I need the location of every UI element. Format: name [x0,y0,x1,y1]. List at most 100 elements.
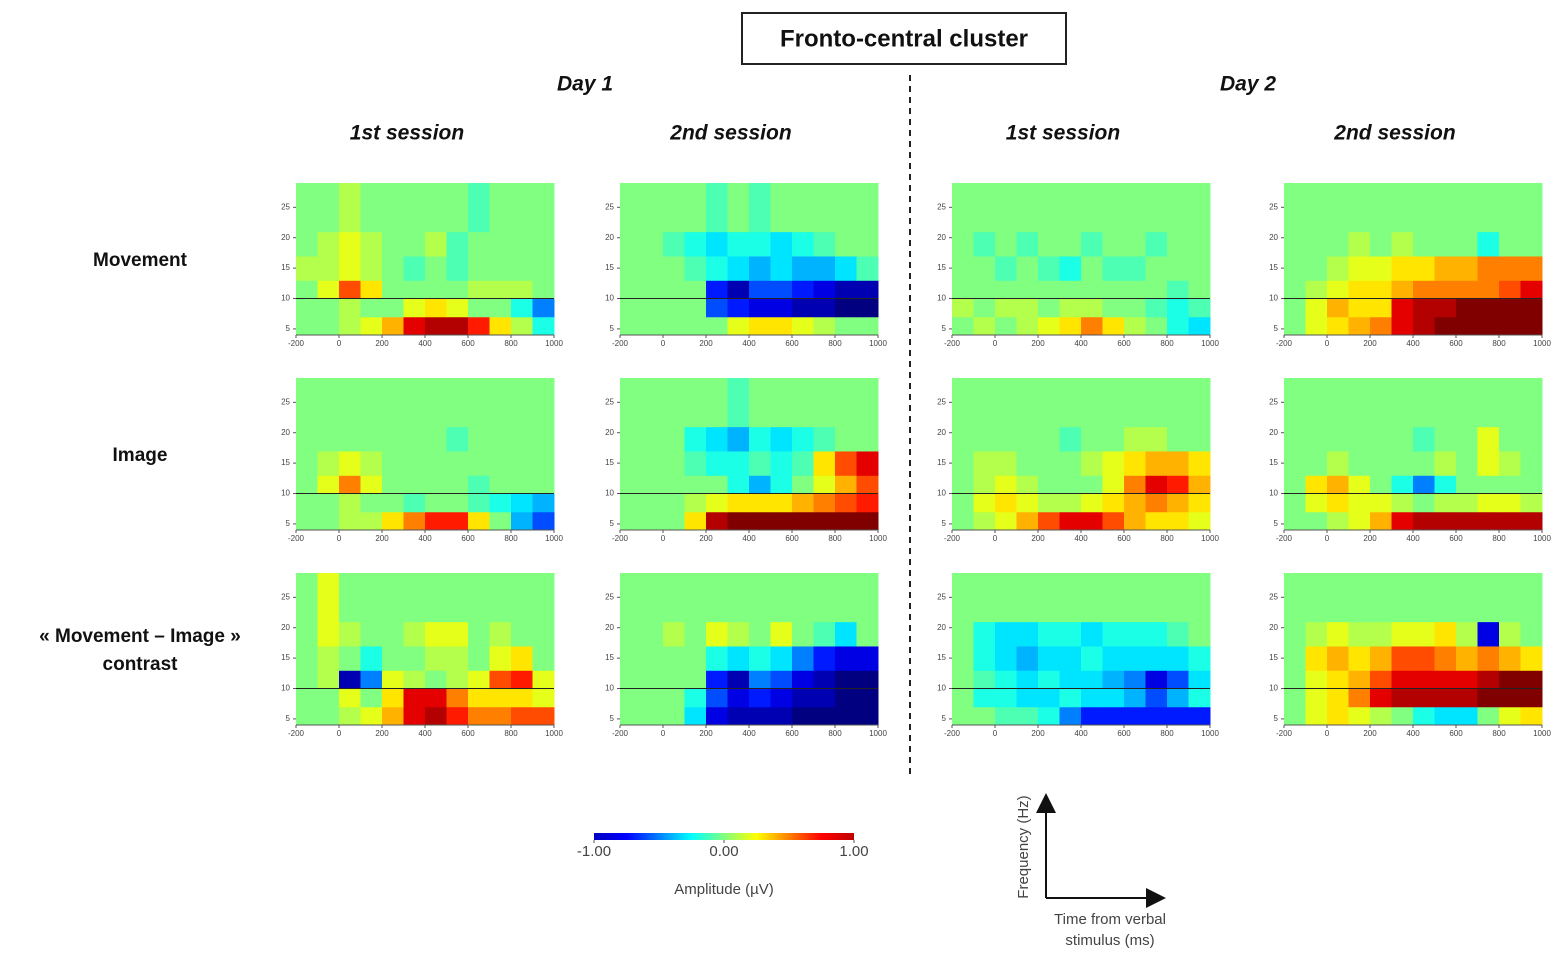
y-tick-label: 15 [937,458,946,467]
heat-cell [446,316,469,336]
heat-cell [1434,298,1457,318]
heat-cell [856,706,879,726]
heat-cell [468,298,490,318]
y-tick-label: 25 [1269,397,1278,406]
heat-cell [1391,298,1414,318]
heat-cell [403,231,426,257]
heat-cell [1284,670,1306,690]
heat-cell [1038,621,1060,647]
heat-cell [339,280,361,300]
heat-cell [1145,298,1168,318]
heat-cell [1499,493,1521,513]
heat-cell [1305,316,1328,336]
heat-cell [1059,450,1082,476]
heat-cell [1016,621,1039,647]
heat-cell [749,645,771,671]
heat-cell [296,621,318,647]
heat-cell [1081,475,1103,495]
heat-cell [1305,450,1328,476]
heat-cell [446,378,469,428]
heat-cell [1348,670,1371,690]
heat-cell [706,378,728,428]
heat-cell [446,645,469,671]
heat-cell [1477,475,1500,495]
heat-cell [489,378,512,428]
heat-cell [317,255,340,281]
heat-cell [532,231,555,257]
heat-cell [684,706,707,726]
heat-cell [1124,493,1146,513]
x-tick-label: 200 [375,339,389,348]
x-tick-label: -200 [288,534,305,543]
heat-cell [468,688,490,708]
heat-cell [813,450,836,476]
heat-cell [706,316,728,336]
heat-cell [403,183,426,233]
heat-cell [1016,255,1039,281]
x-tick-label: 200 [375,729,389,738]
heat-cell [620,231,642,257]
heat-cell [620,298,642,318]
heat-cell [684,493,707,513]
heat-cell [1059,621,1082,647]
heat-cell [995,511,1017,531]
heat-cell [1477,573,1500,623]
heat-cell [1413,475,1435,495]
heat-cell [1145,316,1168,336]
heat-cell [684,298,707,318]
heat-cell [360,573,383,623]
heat-cell [1391,621,1414,647]
heat-cell [1124,706,1146,726]
heat-cell [1188,450,1211,476]
heat-cell [425,645,447,671]
y-tick-label: 20 [605,233,614,242]
heat-cell [425,378,447,428]
heat-cell [446,670,469,690]
heat-cell [813,378,836,428]
heat-cell [684,670,707,690]
heat-cell [1102,231,1125,257]
heat-cell [360,688,383,708]
heat-cell [1102,378,1125,428]
y-tick-label: 15 [605,263,614,272]
heat-cell [339,231,361,257]
heat-cell [1477,280,1500,300]
y-tick-label: 15 [281,263,290,272]
heat-cell [727,511,750,531]
heat-cell [1284,255,1306,281]
heat-cell [1434,426,1457,452]
heat-cell [770,231,793,257]
heat-cell [317,450,340,476]
y-tick-label: 10 [281,684,290,693]
x-tick-label: 200 [375,534,389,543]
heat-cell [1016,426,1039,452]
heat-cell [511,670,533,690]
heat-cell [1434,475,1457,495]
heat-cell [792,450,814,476]
heat-cell [339,670,361,690]
y-tick-label: 25 [605,592,614,601]
heat-cell [952,298,974,318]
heat-cell [952,316,974,336]
heat-cell [446,706,469,726]
heat-cell [1016,511,1039,531]
heat-cell [511,688,533,708]
y-tick-label: 5 [1274,714,1279,723]
heat-cell [1038,475,1060,495]
heat-cell [1348,573,1371,623]
y-tick-label: 15 [1269,458,1278,467]
heat-cell [1348,688,1371,708]
heat-cell [1477,645,1500,671]
heat-cell [1348,231,1371,257]
x-tick-label: 1000 [545,534,563,543]
heat-cell [382,183,404,233]
heat-cell [749,280,771,300]
x-tick-label: 400 [1074,534,1088,543]
heat-cell [1102,183,1125,233]
heat-cell [382,706,404,726]
heat-cell [770,450,793,476]
heat-cell [1167,706,1189,726]
heat-cell [1102,426,1125,452]
heat-cell [532,645,555,671]
heat-cell [995,316,1017,336]
